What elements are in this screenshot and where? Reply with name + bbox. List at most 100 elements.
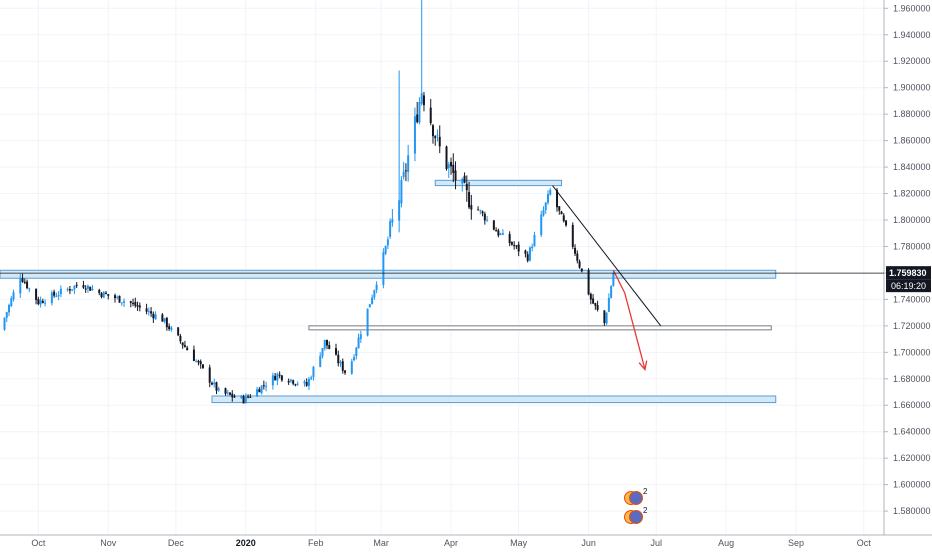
candle [233,394,236,398]
candle [262,380,265,390]
candle-body [544,202,547,211]
candle [287,378,290,385]
candle-body [303,381,306,384]
candle [120,302,123,306]
candle [195,359,198,363]
candle-body [463,175,466,183]
candle-body [114,295,117,299]
price-tick-label: 1.840000 [893,162,931,172]
candle [145,303,148,315]
candle-body [533,235,536,247]
candle [163,318,166,324]
candle-body [556,190,559,208]
feb-support-zone[interactable] [308,325,772,331]
candle [470,194,473,220]
candle [136,301,139,312]
candle-body [589,293,592,300]
candle-body [398,200,401,221]
candle-body [73,285,76,290]
candle-body [510,242,513,245]
candle [116,295,119,300]
event-badges[interactable]: 22 [624,487,649,524]
candle [84,285,87,293]
candle [434,135,437,146]
price-tick-label: 1.820000 [893,189,931,199]
candle [276,372,279,386]
candle-body [231,393,234,398]
candle-body [183,345,186,348]
candle-body [233,396,236,398]
price-tick-label: 1.660000 [893,400,931,410]
candle-body [499,233,502,235]
candle-body [242,396,245,404]
candle [280,374,283,382]
candle [481,210,484,217]
candle [226,389,229,396]
candle [359,330,362,343]
price-tick-label: 1.720000 [893,321,931,331]
candle-body [26,281,29,289]
event-badge-count: 2 [643,487,648,496]
event-badge[interactable]: 2 [624,487,649,505]
candle-body [98,290,101,293]
candle [350,358,353,375]
candle [305,378,308,387]
trendline[interactable] [552,185,662,327]
candle [138,302,141,312]
candle-body [163,318,166,322]
forecast-arrow[interactable] [612,270,646,370]
candle [398,70,401,233]
candle [71,289,74,292]
candle [483,211,486,225]
candle [104,290,107,295]
candle [244,393,247,404]
candle [465,175,468,202]
candle-body [19,278,22,294]
candle-body [501,233,504,235]
mar-consolidation-zone[interactable] [434,179,563,187]
candle [10,296,13,308]
candle [292,379,295,386]
candle [319,352,322,368]
candle-body [531,246,534,249]
candle-body [486,219,489,221]
candle-body [296,383,299,385]
candle [323,339,326,351]
event-badge[interactable]: 2 [624,506,649,524]
candle-body [580,268,583,272]
candle [517,241,520,257]
candle-body [492,220,495,230]
candle [513,241,516,250]
candle [384,245,387,256]
candle-body [23,281,26,283]
candle [420,0,423,106]
candle [39,296,42,308]
candle [526,251,529,263]
candle-body [436,134,439,136]
candle [339,360,342,368]
candle-body [526,254,529,261]
candle [256,386,259,398]
candle [368,304,371,308]
candle-body [289,379,292,382]
dec-support-zone[interactable] [211,395,777,404]
time-tick-label: Oct [857,538,872,548]
candle [610,284,613,299]
candle-body [366,308,369,336]
candle [479,209,482,215]
candle [542,206,545,217]
candle-body [546,194,549,203]
time-axis[interactable]: Oct Nov Dec 2020 Feb Mar Apr May Jun Jul Aug Sep Oct [0,534,932,550]
candle [89,286,92,291]
candle [170,325,173,332]
candle-body [386,239,389,246]
candle [499,232,502,236]
candle-body [337,354,340,364]
candle-body [341,361,344,371]
resistance-zone[interactable] [0,269,777,279]
candle-body [416,114,419,123]
candle-body [422,95,425,106]
candle [165,316,168,331]
